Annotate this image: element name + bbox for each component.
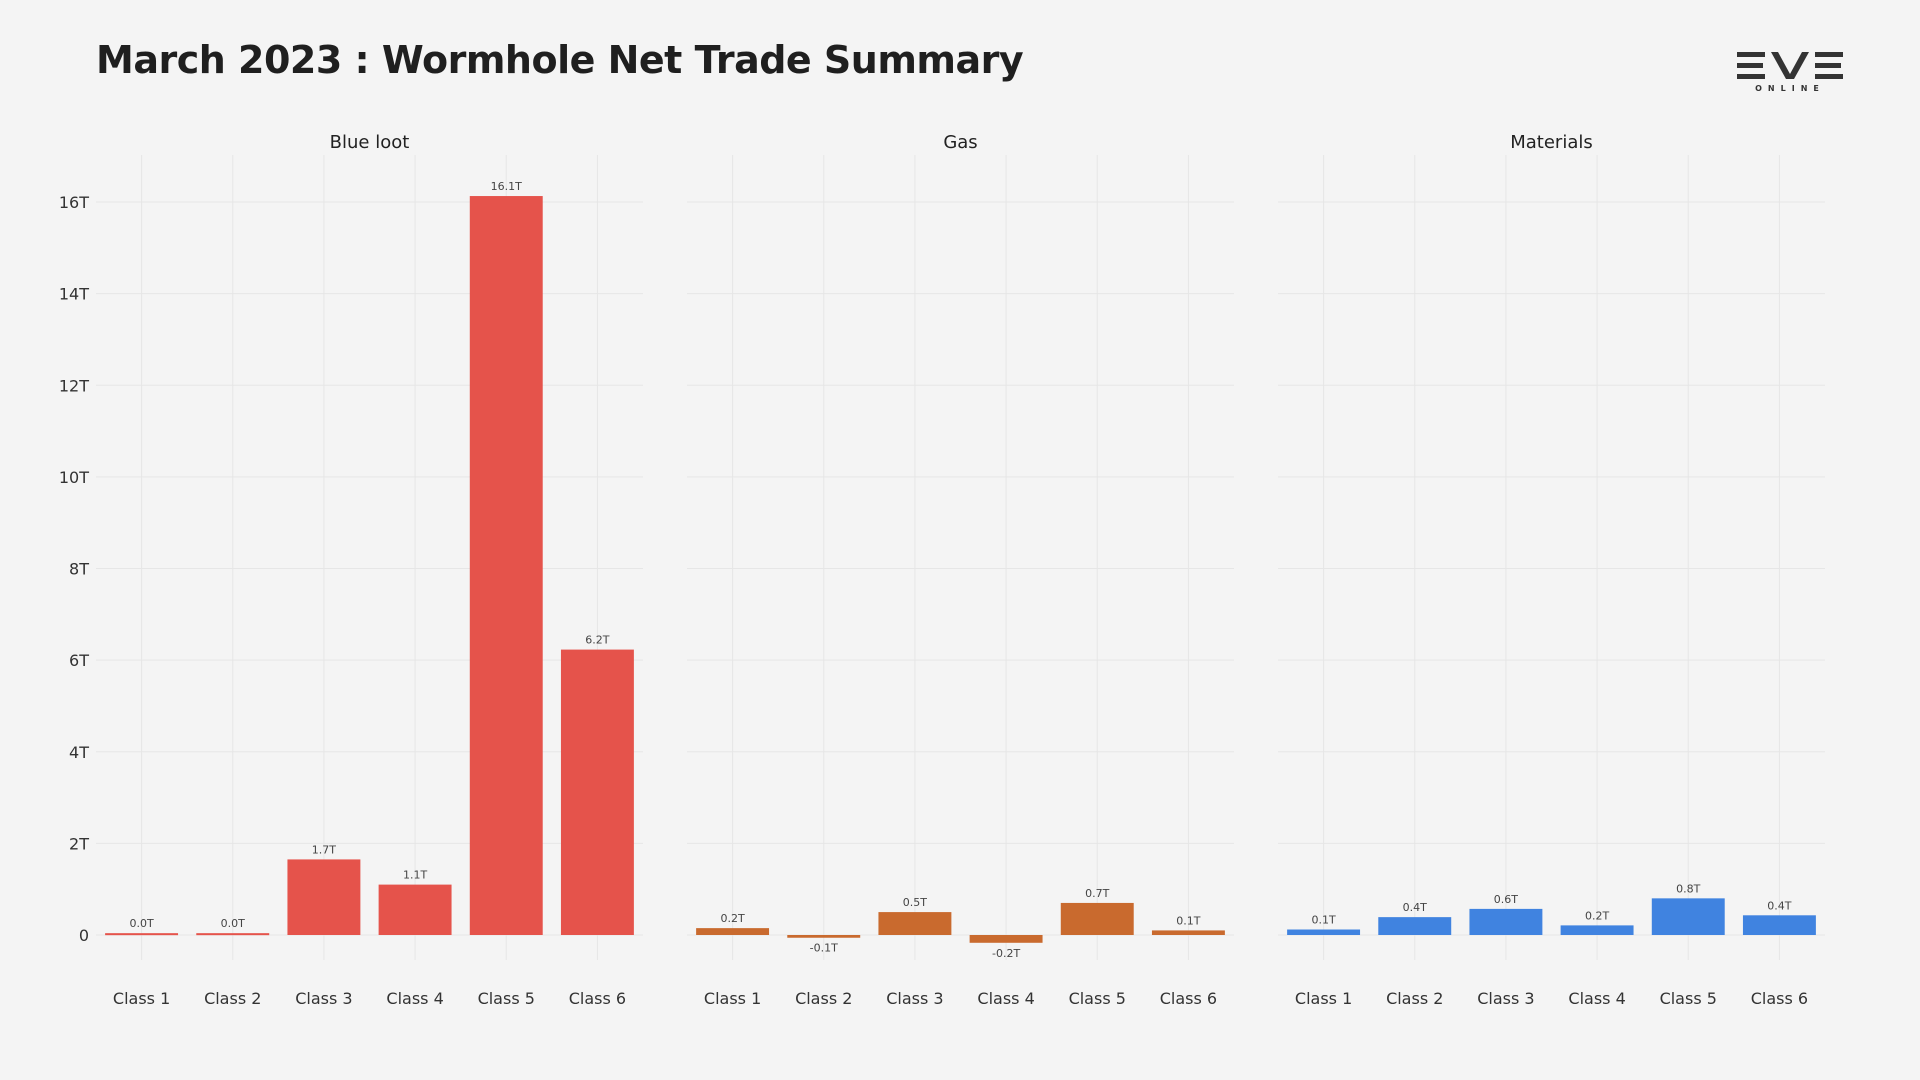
bar: [469, 196, 543, 935]
bar: [1151, 930, 1225, 935]
x-tick-label: Class 5: [1660, 989, 1717, 1008]
bar: [878, 912, 952, 935]
bar: [696, 928, 770, 935]
y-tick-label: 14T: [59, 285, 89, 304]
x-tick-label: Class 6: [1160, 989, 1217, 1008]
eve-logo-mark: [1737, 52, 1843, 79]
y-tick-label: 8T: [69, 560, 89, 579]
facet-title: Materials: [1510, 132, 1593, 153]
bar: [196, 933, 270, 936]
logo-subtext: ONLINE: [1755, 84, 1825, 93]
x-tick-label: Class 4: [386, 989, 443, 1008]
x-tick-label: Class 5: [478, 989, 535, 1008]
x-tick-label: Class 5: [1069, 989, 1126, 1008]
bar: [1742, 915, 1816, 935]
bar: [1560, 925, 1634, 935]
eve-online-logo: ONLINE: [1735, 48, 1845, 96]
bar: [969, 935, 1043, 943]
data-label: 0.5T: [903, 896, 927, 909]
x-tick-label: Class 2: [204, 989, 261, 1008]
data-label: 0.7T: [1085, 887, 1109, 900]
y-tick-label: 16T: [59, 193, 89, 212]
x-tick-label: Class 3: [886, 989, 943, 1008]
data-label: 0.1T: [1176, 914, 1200, 927]
bar: [1287, 929, 1361, 935]
data-label: 0.4T: [1403, 901, 1427, 914]
bar: [105, 933, 179, 936]
x-tick-label: Class 1: [113, 989, 170, 1008]
x-tick-label: Class 6: [1751, 989, 1808, 1008]
x-tick-label: Class 6: [569, 989, 626, 1008]
chart-title: March 2023 : Wormhole Net Trade Summary: [96, 38, 1024, 82]
y-tick-label: 10T: [59, 468, 89, 487]
bar: [1060, 902, 1134, 935]
data-label: 0.6T: [1494, 893, 1518, 906]
data-label: 0.2T: [1585, 909, 1609, 922]
data-label: 0.2T: [720, 912, 744, 925]
x-tick-label: Class 2: [795, 989, 852, 1008]
data-label: 0.8T: [1676, 882, 1700, 895]
x-tick-label: Class 4: [1568, 989, 1625, 1008]
data-label: 1.7T: [312, 843, 336, 856]
y-tick-label: 4T: [69, 743, 89, 762]
bar: [1378, 917, 1452, 935]
x-tick-label: Class 3: [1477, 989, 1534, 1008]
y-tick-label: 12T: [59, 376, 89, 395]
data-label: 0.0T: [221, 917, 245, 930]
bar: [1469, 908, 1543, 935]
bar: [560, 649, 634, 935]
facet-title: Gas: [943, 132, 977, 153]
x-tick-label: Class 1: [704, 989, 761, 1008]
data-label: -0.1T: [810, 942, 838, 955]
data-label: 16.1T: [491, 180, 522, 193]
bar: [1651, 898, 1725, 935]
data-label: 6.2T: [585, 634, 609, 647]
x-tick-label: Class 1: [1295, 989, 1352, 1008]
bar: [378, 884, 452, 935]
data-label: 0.4T: [1767, 899, 1791, 912]
data-label: 0.1T: [1311, 914, 1335, 927]
bar: [287, 859, 361, 935]
data-label: 0.0T: [129, 917, 153, 930]
y-tick-label: 2T: [69, 834, 89, 853]
data-label: -0.2T: [992, 947, 1020, 960]
data-label: 1.1T: [403, 869, 427, 882]
y-tick-label: 6T: [69, 651, 89, 670]
facet-title: Blue loot: [330, 132, 410, 153]
x-tick-label: Class 2: [1386, 989, 1443, 1008]
bar: [787, 935, 861, 938]
y-tick-label: 0: [79, 926, 89, 945]
x-tick-label: Class 3: [295, 989, 352, 1008]
x-tick-label: Class 4: [977, 989, 1034, 1008]
